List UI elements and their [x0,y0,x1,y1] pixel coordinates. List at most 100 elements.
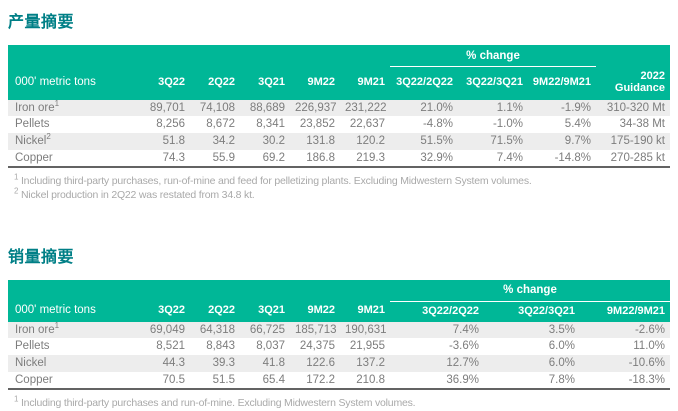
production-section-title: 产量摘要 [8,14,75,31]
pct-change-cell: 71.5% [490,135,523,148]
column-header-row: 000' metric tons 3Q22 2Q22 3Q21 9M22 9M21 3Q22… [8,301,671,322]
guidance-cell: 34-38 Mt [619,118,666,131]
value-cell: 34.2 [212,135,235,148]
value-cell: 8,037 [256,340,285,353]
production-footnotes: 1 Including third-party purchases, run-o… [14,172,670,202]
unit-label: 000' metric tons [8,66,140,100]
pct-change-cell: 1.1% [496,101,523,114]
table-row: Pellets 8,256 8,672 8,341 23,852 22,637 -4.8% -… [8,116,671,134]
value-cell: 219.3 [356,151,385,164]
table-row: Nickel2 51.8 34.2 30.2 131.8 120.2 51.5% 71.5% 9… [8,133,671,150]
value-cell: 51.5 [212,373,235,386]
value-cell: 88,689 [249,101,285,114]
value-cell: 185,713 [295,323,337,336]
header-spacer [8,279,390,302]
sales-table: % change 000' metric tons 3Q22 2Q22 3Q21 9M2… [8,279,671,391]
value-cell: 131.8 [306,135,335,148]
sales-section: 销量摘要 % change 000' metric tons 3Q22 2Q22 3Q… [8,243,671,411]
table-row: Copper 70.5 51.5 65.4 172.2 210.8 36.9% 7.8% -18… [8,371,671,390]
value-cell: 231,222 [345,101,387,114]
value-cell: 8,256 [156,118,185,131]
header-spacer [8,45,390,67]
header-spacer [596,45,671,67]
production-table-header: % change 000' metric tons 3Q22 2Q22 3Q21 9M2… [8,45,671,100]
unit-label: 000' metric tons [8,301,140,322]
pct-change-group-row: % change [8,45,671,67]
pct-change-cell: 7.4% [496,151,523,164]
guidance-cell: 175-190 kt [610,135,666,148]
period-column-header: 3Q22 [140,66,190,100]
sales-table-body: Iron ore1 69,049 64,318 66,725 185,713 190,63… [8,321,671,390]
pct-change-cell: -2.6% [634,323,666,336]
value-cell: 66,725 [249,323,285,336]
pct-change-group-row: % change [8,279,671,302]
guidance-cell: 270-285 kt [610,151,666,164]
pct-change-cell: 12.7% [446,356,479,369]
pct-column-header: 3Q22/3Q21 [484,301,580,322]
production-table: % change 000' metric tons 3Q22 2Q22 3Q21 9M2… [8,45,671,169]
pct-change-cell: 6.0% [548,356,575,369]
period-column-header: 3Q21 [240,66,290,100]
pct-change-group-header: % change [390,279,671,302]
pct-change-label: % change [466,49,520,62]
table-row: Copper 74.3 55.9 69.2 186.8 219.3 32.9% 7.4% -14… [8,149,671,168]
value-cell: 55.9 [212,151,235,164]
guidance-header-line: 2022 [640,69,666,82]
value-cell: 69,049 [149,323,185,336]
column-header-row: 000' metric tons 3Q22 2Q22 3Q21 9M22 9M21 3Q22… [8,66,671,100]
pct-change-cell: 51.5% [420,135,453,148]
pct-change-cell: 32.9% [420,151,453,164]
pct-column-header: 3Q22/2Q22 [390,301,484,322]
production-section: 产量摘要 % change 000' metric tons 3Q22 2Q22 3Q… [8,8,671,203]
value-cell: 190,631 [345,323,387,336]
value-cell: 210.8 [356,373,385,386]
production-table-body: Iron ore1 89,701 74,108 88,689 226,937 231,22… [8,99,671,168]
value-cell: 51.8 [162,135,185,148]
pct-change-cell: -14.8% [554,151,592,164]
pct-change-cell: -1.0% [492,118,523,131]
row-label: Nickel [15,356,47,369]
value-cell: 8,843 [206,340,235,353]
pct-column-header: 3Q22/2Q22 [390,66,458,100]
pct-change-cell: -1.9% [560,101,592,114]
period-column-header: 9M22 [290,301,340,322]
value-cell: 122.6 [306,356,335,369]
pct-column-header: 9M22/9M21 [580,301,671,322]
value-cell: 8,672 [206,118,235,131]
value-cell: 89,701 [149,101,185,114]
value-cell: 39.3 [212,356,235,369]
pct-column-header: 9M22/9M21 [528,66,597,100]
footnote: 1 Including third-party purchases, run-o… [14,172,532,188]
value-cell: 74.3 [162,151,185,164]
sales-footnotes: 1 Including third-party purchases and ru… [14,395,670,411]
pct-change-label: % change [503,284,557,297]
pct-change-cell: -4.8% [422,118,453,131]
pct-change-cell: -18.3% [628,373,666,386]
row-label: Pellets [15,340,50,353]
period-column-header: 3Q22 [140,301,190,322]
pct-change-cell: 36.9% [446,373,479,386]
value-cell: 21,955 [349,340,385,353]
period-column-header: 3Q21 [240,301,290,322]
pct-change-cell: 9.7% [564,135,592,148]
value-cell: 186.8 [306,151,335,164]
pct-change-cell: 7.8% [548,373,575,386]
row-label: Iron ore1 [15,99,60,114]
value-cell: 70.5 [162,373,185,386]
guidance-header-line: Guidance [614,82,666,95]
row-label: Nickel2 [15,133,51,148]
period-column-header: 2Q22 [190,301,240,322]
pct-change-cell: 21.0% [420,101,453,114]
footnote: 2 Nickel production in 2Q22 was restated… [14,186,255,201]
row-label: Copper [15,151,53,164]
value-cell: 74,108 [199,101,235,114]
pct-change-cell: 5.4% [564,118,592,131]
value-cell: 23,852 [299,118,335,131]
period-column-header: 9M22 [290,66,340,100]
value-cell: 65.4 [262,373,285,386]
value-cell: 22,637 [349,118,385,131]
value-cell: 8,341 [256,118,285,131]
table-row: Iron ore1 89,701 74,108 88,689 226,937 231,22… [8,99,671,117]
value-cell: 226,937 [295,101,337,114]
